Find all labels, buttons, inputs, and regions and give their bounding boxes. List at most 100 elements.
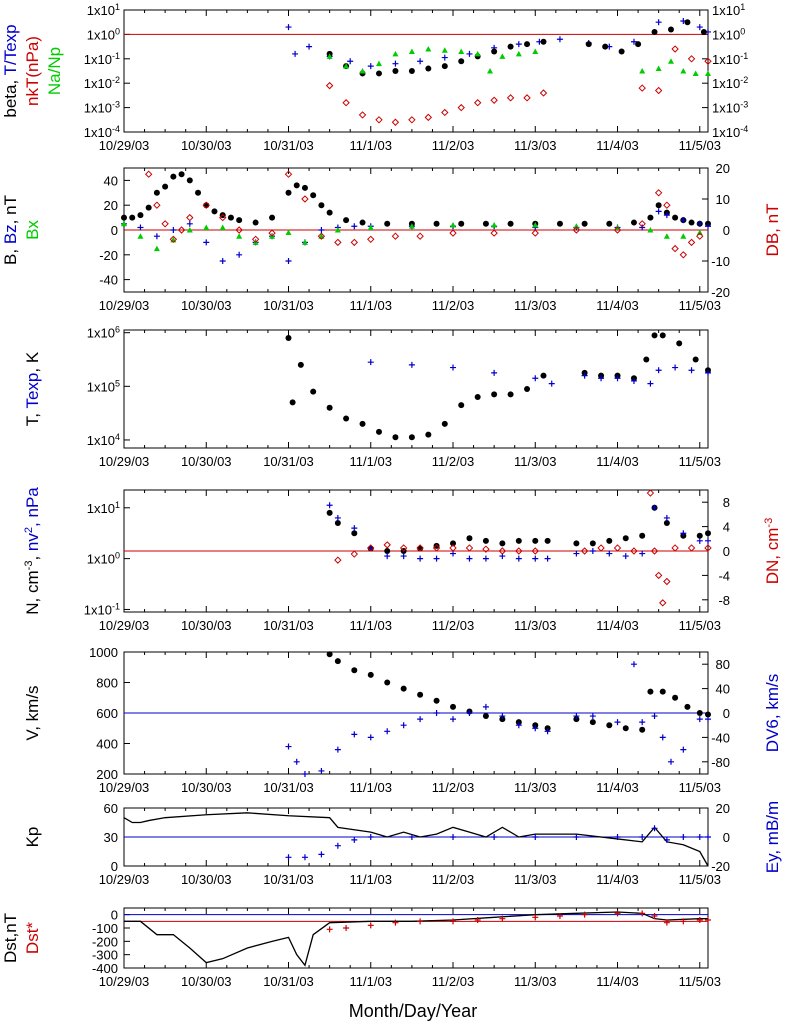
data-point xyxy=(306,43,313,50)
data-point xyxy=(144,170,153,178)
data-point xyxy=(663,514,670,521)
y-tick-label: 0 xyxy=(111,908,118,923)
data-point xyxy=(293,182,300,189)
data-line xyxy=(123,812,709,867)
data-point xyxy=(375,428,382,435)
data-point xyxy=(408,223,415,229)
data-point xyxy=(433,697,440,704)
data-point xyxy=(573,713,580,720)
x-tick-label: 11/2/03 xyxy=(432,454,474,469)
data-point xyxy=(684,19,691,26)
data-point xyxy=(581,911,588,918)
data-point xyxy=(680,918,687,925)
data-point xyxy=(293,758,300,765)
x-tick-label: 10/29/03 xyxy=(99,974,150,989)
x-tick-label: 11/2/03 xyxy=(432,298,474,313)
data-point xyxy=(203,224,210,231)
data-point xyxy=(202,201,210,209)
data-point xyxy=(651,825,658,832)
data-point xyxy=(383,541,391,549)
data-point xyxy=(384,679,391,686)
data-point xyxy=(548,380,555,387)
data-point xyxy=(236,217,243,224)
data-point xyxy=(153,233,160,240)
y-tick-label: 1x10-2 xyxy=(84,75,120,91)
x-tick-label: 11/5/03 xyxy=(679,298,721,313)
data-point xyxy=(672,694,679,701)
data-point xyxy=(647,380,654,387)
data-point xyxy=(318,227,325,233)
series-1 xyxy=(285,661,711,777)
data-point xyxy=(325,81,334,90)
data-point xyxy=(687,55,696,63)
data-point xyxy=(705,530,711,537)
y-tick-label-right: 1x10-2 xyxy=(712,75,748,91)
data-point xyxy=(507,220,514,227)
data-point xyxy=(598,375,605,382)
data-point xyxy=(499,540,506,547)
series-3 xyxy=(144,170,704,259)
data-point xyxy=(203,239,210,246)
x-tick-label: 11/1/03 xyxy=(350,872,392,887)
data-point xyxy=(655,202,662,209)
data-point xyxy=(391,232,400,240)
x-tick-label: 11/1/03 xyxy=(350,138,392,153)
data-point xyxy=(654,189,663,197)
data-point xyxy=(367,922,374,929)
data-point xyxy=(285,335,292,342)
y-tick-label: 1000 xyxy=(89,645,118,660)
data-point xyxy=(334,556,342,564)
data-point xyxy=(450,716,457,723)
data-point xyxy=(532,834,539,840)
data-point xyxy=(310,388,317,395)
y-tick-label: 400 xyxy=(96,737,118,752)
data-point xyxy=(441,420,448,427)
data-point xyxy=(251,235,260,244)
x-tick-label: 11/3/03 xyxy=(514,138,556,153)
y-tick-label-right: 1x100 xyxy=(712,26,745,42)
data-point xyxy=(343,415,350,422)
y-tick-label-right: 0 xyxy=(723,830,730,845)
data-point xyxy=(671,544,679,552)
data-point xyxy=(170,173,177,180)
x-tick-label: 11/2/03 xyxy=(432,974,474,989)
data-point xyxy=(482,713,489,720)
data-point xyxy=(285,854,292,861)
x-tick-label: 11/1/03 xyxy=(350,618,392,633)
data-point xyxy=(466,710,473,716)
data-point xyxy=(692,356,699,363)
data-point xyxy=(532,375,539,382)
data-point xyxy=(544,725,551,732)
data-point xyxy=(667,58,674,64)
data-point xyxy=(573,834,580,840)
data-point xyxy=(425,431,432,438)
y-tick-label: -300 xyxy=(92,948,118,963)
data-point xyxy=(284,170,293,178)
x-tick-label: 11/4/03 xyxy=(596,454,638,469)
y-tick-label: 20 xyxy=(104,198,118,213)
data-point xyxy=(301,854,308,861)
data-point xyxy=(301,195,309,203)
y-axis-title-right: DB, nT xyxy=(763,204,782,257)
data-point xyxy=(466,535,473,542)
data-point xyxy=(647,227,654,233)
y-tick-label-right: 80 xyxy=(716,657,730,672)
data-point xyxy=(532,722,539,729)
data-point xyxy=(334,520,341,527)
data-point xyxy=(466,555,473,562)
x-tick-label: 10/31/03 xyxy=(263,974,314,989)
data-point xyxy=(367,235,375,244)
x-tick-label: 11/3/03 xyxy=(514,298,556,313)
data-point xyxy=(433,555,440,562)
x-tick-label: 11/5/03 xyxy=(679,780,721,795)
data-point xyxy=(417,716,424,723)
data-point xyxy=(449,544,457,552)
data-point xyxy=(285,258,292,264)
y-tick-label-right: -20 xyxy=(711,285,730,300)
data-point xyxy=(667,758,674,765)
x-tick-label: 11/4/03 xyxy=(596,138,638,153)
data-point xyxy=(639,719,646,726)
series-0 xyxy=(326,504,711,554)
data-point xyxy=(359,219,366,226)
data-point xyxy=(515,50,522,57)
